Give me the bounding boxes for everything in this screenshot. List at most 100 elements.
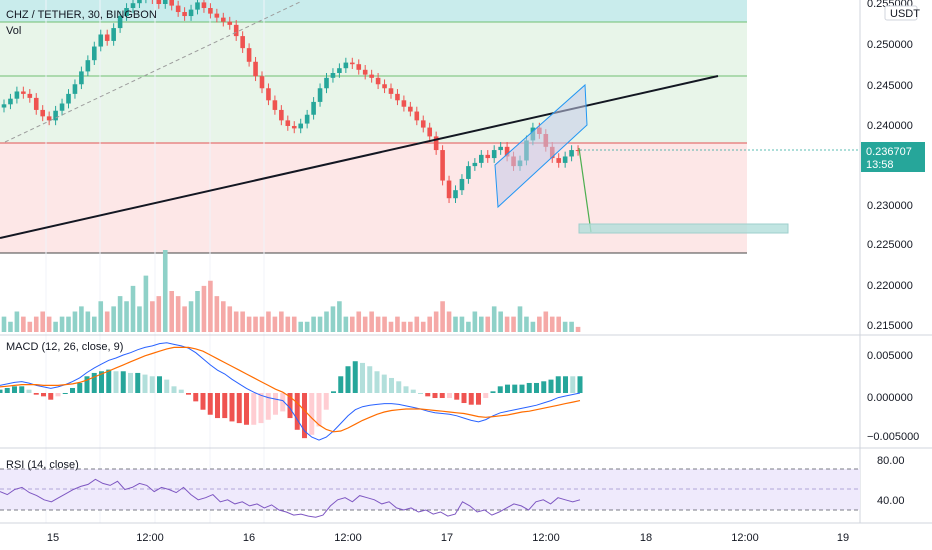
macd-hist-bar	[258, 393, 264, 424]
green-zone	[0, 22, 747, 143]
volume-bar	[253, 316, 258, 332]
candle-body	[330, 73, 336, 78]
volume-bar	[485, 316, 491, 332]
candle-body	[343, 62, 349, 69]
volume-bar	[227, 306, 233, 332]
volume-bar	[85, 311, 91, 332]
macd-hist-bar	[113, 371, 119, 393]
volume-bar	[130, 285, 136, 332]
volume-bar	[175, 296, 181, 332]
macd-hist-bar	[186, 393, 191, 395]
volume-bar	[14, 311, 20, 332]
macd-hist-bar	[526, 382, 532, 393]
macd-hist-bar	[265, 393, 271, 420]
volume-bar	[188, 301, 194, 332]
volume-bar	[124, 301, 129, 332]
macd-hist-bar	[193, 393, 199, 402]
countdown-value: 13:58	[866, 159, 894, 171]
macd-hist-bar	[381, 374, 387, 393]
volume-bar	[104, 311, 110, 332]
candle-body	[446, 180, 452, 199]
macd-axis-ticks: 0.005000 0.000000 −0.005000	[867, 350, 919, 443]
macd-hist-bar	[360, 362, 365, 393]
candle-body	[562, 156, 568, 163]
candle-body	[575, 150, 581, 152]
macd-hist-bar	[164, 379, 170, 393]
last-price-badge	[861, 142, 925, 172]
volume-bar	[472, 311, 478, 332]
volume-bar	[388, 321, 394, 332]
candle-body	[156, 0, 162, 5]
candle-body	[491, 150, 497, 159]
price-tick-label: 0.230000	[867, 200, 913, 212]
time-tick-label: 18	[640, 532, 652, 544]
volume-bar	[569, 321, 574, 332]
volume-bar	[72, 311, 78, 332]
macd-hist-bar	[403, 386, 409, 393]
macd-hist-bar	[171, 386, 177, 393]
candle-body	[195, 2, 200, 10]
time-tick-label: 12:00	[334, 532, 362, 544]
candle-body	[33, 97, 39, 110]
macd-hist-bar	[476, 393, 481, 405]
volume-bar	[214, 296, 220, 332]
macd-hist-bar	[418, 393, 423, 394]
volume-bar	[543, 311, 549, 332]
time-axis-ticks[interactable]: 15 12:00 16 12:00 17 12:00 18 12:00 19	[47, 532, 849, 544]
volume-bar	[240, 311, 245, 332]
volume-bar	[517, 306, 523, 332]
volume-bar	[459, 316, 465, 332]
volume-bar	[208, 280, 213, 332]
time-tick-label: 12:00	[136, 532, 164, 544]
macd-hist-bar	[48, 393, 54, 400]
candle-body	[46, 116, 52, 121]
volume-bar	[491, 306, 497, 332]
volume-bar	[266, 311, 271, 332]
macd-hist-bar	[19, 386, 25, 393]
macd-hist-bar	[534, 382, 539, 393]
macd-hist-bar	[157, 376, 162, 393]
currency-badge	[884, 5, 918, 21]
candle-body	[92, 46, 97, 61]
volume-bar	[201, 285, 207, 332]
macd-hist-bar	[287, 393, 293, 419]
candle-body	[175, 5, 181, 13]
macd-hist-bar	[461, 393, 467, 404]
macd-hist-bar	[120, 371, 126, 393]
macd-hist-bar	[389, 377, 394, 393]
candle-body	[208, 8, 213, 14]
macd-hist-bar	[410, 389, 416, 393]
volume-bar	[420, 321, 426, 332]
volume-bar	[433, 311, 439, 332]
time-tick-label: 19	[837, 532, 849, 544]
signal-line	[0, 346, 581, 433]
volume-bar	[46, 316, 52, 332]
candle-body	[27, 93, 33, 98]
candle-body	[485, 154, 491, 159]
black-trendline	[0, 75, 719, 239]
volume-bar	[562, 321, 568, 332]
price-axis-ticks[interactable]: 0.2500000.2450000.2400000.2350000.230000…	[867, 0, 913, 332]
volume-bar	[375, 316, 381, 332]
candle-body	[408, 106, 413, 112]
candle-body	[466, 166, 471, 179]
volume-bar	[137, 306, 142, 332]
candle-body	[414, 111, 420, 121]
macd-label: MACD (12, 26, close, 9)	[6, 341, 123, 353]
volume-bar	[356, 311, 362, 332]
volume-bar	[233, 311, 239, 332]
macd-hist-bar	[447, 393, 452, 399]
macd-hist-bar	[0, 389, 3, 393]
candle-body	[104, 34, 110, 41]
macd-hist-bar	[570, 376, 576, 393]
projection-line	[578, 147, 592, 233]
candle-body	[401, 100, 407, 107]
volume-bar	[169, 291, 174, 332]
macd-hist-bar	[84, 376, 90, 393]
macd-hist-bar	[244, 393, 249, 425]
time-tick-label: 12:00	[731, 532, 759, 544]
macd-hist-bar	[77, 382, 83, 393]
volume-bar	[395, 316, 400, 332]
volume-bar	[79, 306, 84, 332]
